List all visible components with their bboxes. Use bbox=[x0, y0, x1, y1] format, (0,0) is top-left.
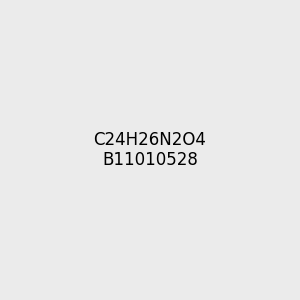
Text: C24H26N2O4
B11010528: C24H26N2O4 B11010528 bbox=[94, 130, 206, 170]
